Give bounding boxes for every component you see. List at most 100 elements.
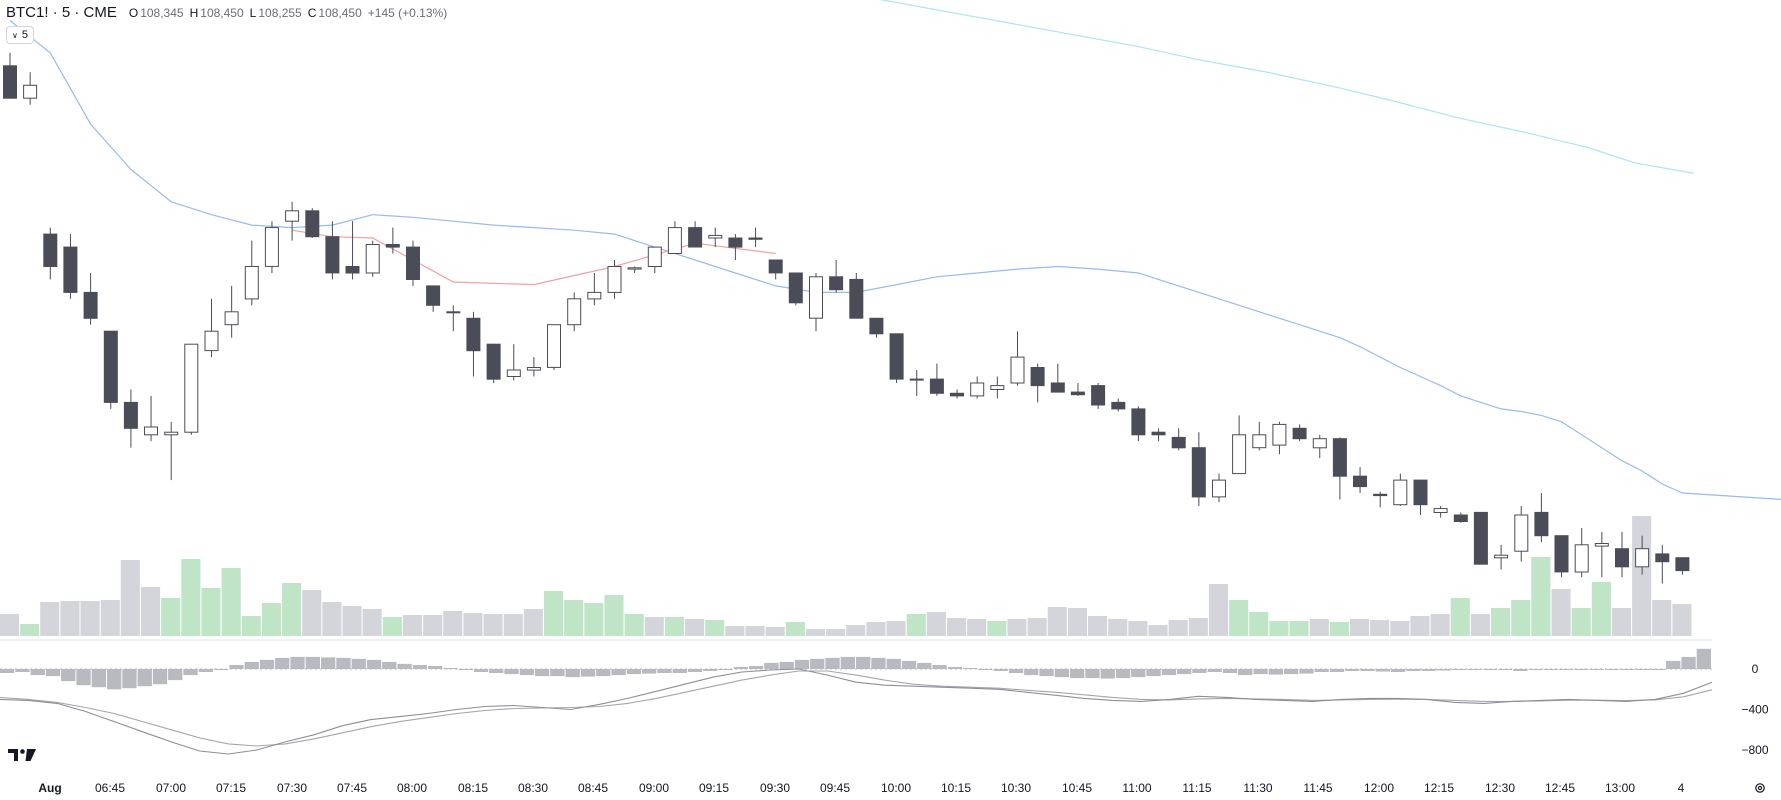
macd-histogram-bar (1467, 669, 1482, 670)
volume-bar (362, 609, 382, 636)
candle-body (1574, 544, 1589, 573)
volume-bar (1067, 608, 1087, 636)
candle-body (385, 244, 400, 248)
symbol-title[interactable]: BTC1! · 5 · CME (6, 4, 117, 21)
open-value: 108,345 (140, 6, 184, 20)
macd-histogram-bar (642, 669, 657, 674)
interval-button[interactable]: ∨ 5 (6, 26, 34, 44)
candle-body (1393, 479, 1408, 506)
volume-bar (141, 587, 161, 636)
volume-bar (382, 617, 402, 636)
candle (103, 330, 118, 409)
candle (869, 317, 884, 338)
ma-short-line (9, 20, 1781, 500)
candle (1030, 363, 1045, 403)
volume-bar (1108, 619, 1128, 636)
candle-body (123, 401, 138, 429)
candle-body (526, 367, 541, 371)
candle (486, 343, 501, 383)
volume-bar (261, 603, 281, 636)
macd-layer (0, 648, 1713, 755)
tradingview-logo-icon[interactable] (8, 747, 36, 763)
macd-histogram-bar (1054, 669, 1069, 678)
candle-body (768, 259, 783, 274)
candle-body (607, 266, 622, 293)
candle-body (3, 65, 17, 99)
candle (1050, 363, 1065, 393)
volume-bar (947, 618, 967, 636)
candle-body (1171, 436, 1186, 449)
candle (1091, 383, 1106, 409)
candle (990, 376, 1005, 399)
macd-histogram-bar (1482, 669, 1497, 670)
candle-body (1373, 493, 1388, 497)
candle-body (406, 246, 420, 281)
volume-bar (322, 602, 342, 636)
macd-histogram-bar (412, 665, 427, 669)
volume-bar (1027, 618, 1047, 636)
macd-histogram-bar (1115, 669, 1131, 679)
high-key: H (189, 6, 199, 20)
volume-bar (241, 616, 261, 636)
macd-histogram-bar (1406, 669, 1421, 671)
macd-histogram-bar (947, 667, 962, 669)
candle (325, 221, 340, 280)
macd-histogram-bar (30, 669, 45, 676)
macd-histogram-bar (932, 665, 947, 669)
candle-body (1635, 548, 1650, 568)
candle-body (1010, 356, 1025, 384)
candle-body (748, 237, 763, 240)
macd-histogram-bar (565, 669, 580, 678)
macd-axis[interactable]: 0 −400 −800 (1741, 662, 1768, 757)
macd-histogram-bar (626, 669, 641, 675)
time-tick-label: 11:30 (1243, 781, 1272, 795)
candle (123, 389, 138, 448)
volume-bar (402, 615, 422, 636)
time-tick-label: 12:45 (1545, 781, 1575, 795)
candle-body (728, 237, 743, 248)
candle-body (1111, 401, 1126, 410)
volume-bar (80, 601, 100, 636)
candle-body (1453, 514, 1468, 522)
candle-body (809, 276, 823, 319)
candle (204, 298, 219, 358)
candle (426, 285, 441, 312)
macd-histogram-bar (183, 669, 198, 676)
candle (43, 227, 58, 280)
time-tick-label: 08:00 (397, 781, 427, 795)
candle-body (345, 266, 360, 274)
macd-histogram-bar (1039, 669, 1054, 677)
time-tick-label: 07:00 (156, 781, 186, 795)
candle (748, 227, 763, 248)
macd-histogram-bar (733, 667, 748, 669)
candle (446, 305, 461, 332)
macd-histogram-bar (1635, 669, 1650, 670)
candle-body (23, 84, 38, 99)
macd-histogram-bar (550, 669, 565, 677)
gear-icon[interactable] (1753, 781, 1767, 795)
volume-bar (1309, 619, 1329, 636)
volume-bar (987, 621, 1007, 636)
macd-histogram-bar (91, 669, 106, 688)
macd-histogram-bar (657, 669, 672, 673)
ma-long-line (879, 0, 1695, 174)
candle (1232, 415, 1247, 475)
candle-body (567, 298, 582, 326)
candle-body (647, 246, 662, 268)
volume-bar (503, 614, 523, 636)
time-axis[interactable]: Aug 06:45 07:00 07:15 07:30 07:45 08:00 08:15 08… (38, 781, 1684, 795)
time-tick-label: 06:45 (95, 781, 125, 795)
volume-bar (1470, 614, 1490, 636)
close-key: C (307, 6, 317, 20)
macd-histogram-bar (1207, 669, 1222, 672)
candle (305, 208, 320, 238)
candle-body (788, 272, 803, 304)
macd-histogram-bar (535, 669, 550, 677)
candle (1635, 535, 1650, 575)
macd-histogram-bar (764, 662, 779, 669)
volume-bar (423, 615, 443, 636)
candle (264, 221, 279, 273)
macd-histogram-bar (259, 659, 275, 669)
macd-histogram-bar (1008, 669, 1024, 673)
